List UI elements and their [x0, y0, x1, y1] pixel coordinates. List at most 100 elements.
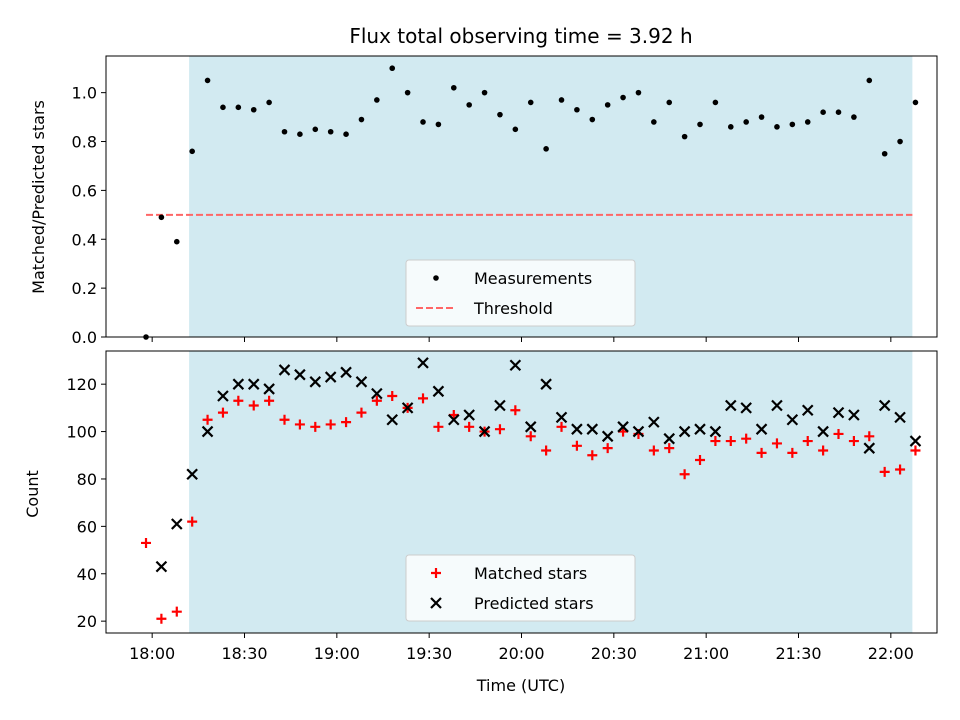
measurement-point [697, 121, 703, 128]
matched-stars-point [541, 445, 552, 456]
matched-stars-point [264, 395, 275, 406]
y-tick-label: 80 [77, 470, 97, 489]
predicted-stars-point [555, 411, 568, 424]
predicted-stars-point [771, 399, 783, 412]
predicted-stars-point [524, 421, 537, 433]
predicted-stars-point [155, 560, 168, 573]
legend-predicted-marker [430, 597, 442, 609]
matched-stars-point [141, 537, 152, 548]
matched-stars-point [510, 405, 521, 416]
matched-stars-point [787, 447, 798, 458]
x-tick-label: 18:00 [129, 644, 175, 663]
predicted-stars-point [386, 413, 399, 426]
measurement-point [912, 99, 919, 106]
top-panel: 0.0 0.2 0.4 0.6 0.8 1.0 Measurements Threshold [72, 55, 938, 347]
predicted-stars-point [540, 378, 552, 390]
matched-stars-point [556, 421, 567, 432]
predicted-stars-point [509, 359, 522, 371]
predicted-stars-point [740, 402, 752, 414]
predicted-stars-point [725, 399, 737, 412]
measurement-point [666, 99, 673, 106]
predicted-stars-point [401, 402, 414, 414]
matched-stars-point [310, 421, 321, 432]
predicted-stars-point [709, 425, 722, 438]
predicted-stars-point [678, 425, 691, 438]
measurement-point [866, 77, 873, 84]
predicted-stars-point [463, 409, 475, 421]
measurement-point [343, 131, 349, 137]
x-tick-label: 20:00 [498, 644, 544, 663]
matched-stars-point [833, 428, 844, 439]
matched-stars-point [418, 393, 429, 404]
matched-stars-point [864, 431, 875, 442]
matched-stars-point [464, 421, 475, 432]
y-tick-label: 0.2 [72, 279, 97, 298]
measurement-point [789, 121, 796, 128]
matched-stars-point [602, 443, 613, 454]
matched-stars-point [433, 421, 444, 432]
measurement-point [158, 214, 165, 221]
y-tick-label: 0.4 [72, 230, 97, 249]
predicted-stars-point [232, 378, 245, 390]
y-tick-label: 40 [77, 565, 97, 584]
measurement-point [851, 114, 857, 120]
predicted-stars-point [309, 376, 322, 388]
matched-stars-point [325, 419, 336, 430]
y-tick-label: 0.0 [72, 328, 97, 347]
matched-stars-point [910, 445, 921, 456]
x-tick-label: 18:30 [221, 644, 267, 663]
predicted-stars-point [340, 366, 352, 379]
matched-stars-point [233, 395, 244, 406]
measurement-point [897, 138, 903, 145]
legend-measurements-marker [433, 275, 439, 281]
predicted-stars-point [909, 435, 922, 447]
axes-frame [105, 55, 938, 338]
predicted-stars-point [201, 425, 214, 438]
measurement-point [558, 97, 565, 103]
measurement-point [404, 89, 411, 96]
legend-label: Measurements [474, 269, 592, 288]
measurement-point [374, 97, 380, 103]
measurement-point [574, 106, 580, 113]
measurement-point [820, 109, 826, 115]
measurement-point [435, 121, 442, 128]
matched-stars-point [202, 414, 213, 425]
y-tick-label: 20 [77, 612, 97, 631]
predicted-stars-point [832, 406, 845, 419]
matched-stars-point [802, 436, 813, 447]
y-tick-label: 0.8 [72, 133, 97, 152]
predicted-stars-point [294, 368, 306, 381]
matched-stars-point [756, 447, 767, 458]
matched-stars-point [679, 469, 690, 480]
measurement-point [173, 238, 180, 245]
legend-label: Matched stars [474, 564, 587, 583]
measurement-point [497, 111, 503, 118]
measurement-point [450, 84, 457, 91]
matched-stars-point [771, 438, 782, 449]
x-tick-label: 20:30 [591, 644, 637, 663]
matched-stars-point [248, 400, 259, 411]
predicted-stars-point [448, 413, 460, 426]
matched-stars-point [664, 443, 675, 454]
predicted-stars-point [263, 383, 275, 395]
measurement-point [527, 99, 534, 106]
matched-stars-point [818, 445, 829, 456]
predicted-stars-point [863, 442, 876, 454]
predicted-stars-point [786, 413, 799, 426]
top-y-axis-title: Matched/Predicted stars [29, 100, 48, 294]
x-tick-label: 21:30 [775, 644, 821, 663]
matched-stars-point [571, 440, 582, 451]
measurement-point [312, 126, 319, 133]
y-tick-label: 60 [77, 517, 97, 536]
matched-stars-point [710, 436, 721, 447]
measurement-point [204, 77, 211, 84]
measurement-point [604, 102, 611, 108]
y-tick-label: 0.6 [72, 181, 97, 200]
measurement-point [543, 146, 549, 152]
predicted-stars-point [801, 404, 814, 417]
legend-box [405, 259, 636, 327]
measurement-point [651, 119, 657, 125]
measurement-point [358, 116, 365, 123]
matched-stars-point [741, 433, 752, 444]
matched-stars-point [494, 424, 505, 435]
